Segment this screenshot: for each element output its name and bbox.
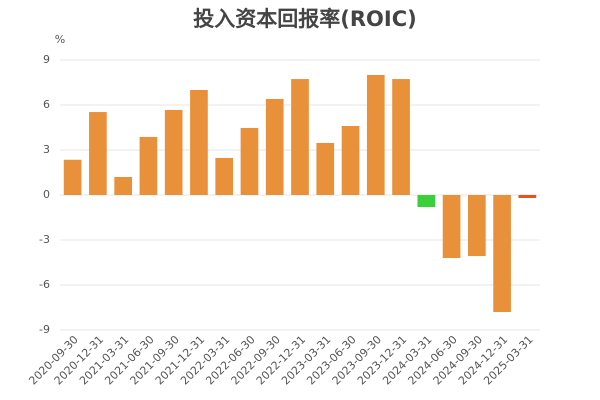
bar <box>442 195 461 258</box>
bar <box>240 127 259 195</box>
bar <box>190 90 208 195</box>
y-tick-label: 0 <box>43 188 50 201</box>
chart-title: 投入资本回报率(ROIC) <box>193 7 416 31</box>
y-tick-label: -6 <box>39 278 50 291</box>
bar <box>518 195 537 198</box>
y-unit: % <box>55 33 65 46</box>
y-tick-label: 9 <box>43 53 50 66</box>
bar <box>417 195 436 207</box>
bar <box>215 157 234 195</box>
bar <box>114 177 132 195</box>
bar <box>265 99 284 195</box>
y-tick-label: -3 <box>39 233 50 246</box>
bar <box>291 79 309 195</box>
bar <box>341 126 360 195</box>
bar <box>493 195 511 312</box>
y-tick-label: 3 <box>43 143 50 156</box>
bar <box>468 195 486 257</box>
bar <box>164 109 183 195</box>
y-tick-label: 6 <box>43 98 50 111</box>
bar <box>89 112 107 195</box>
bar <box>316 142 335 195</box>
bar <box>366 75 385 195</box>
bar <box>139 136 158 195</box>
bar <box>392 79 410 195</box>
y-tick-label: -9 <box>39 323 50 336</box>
bar <box>63 159 82 195</box>
